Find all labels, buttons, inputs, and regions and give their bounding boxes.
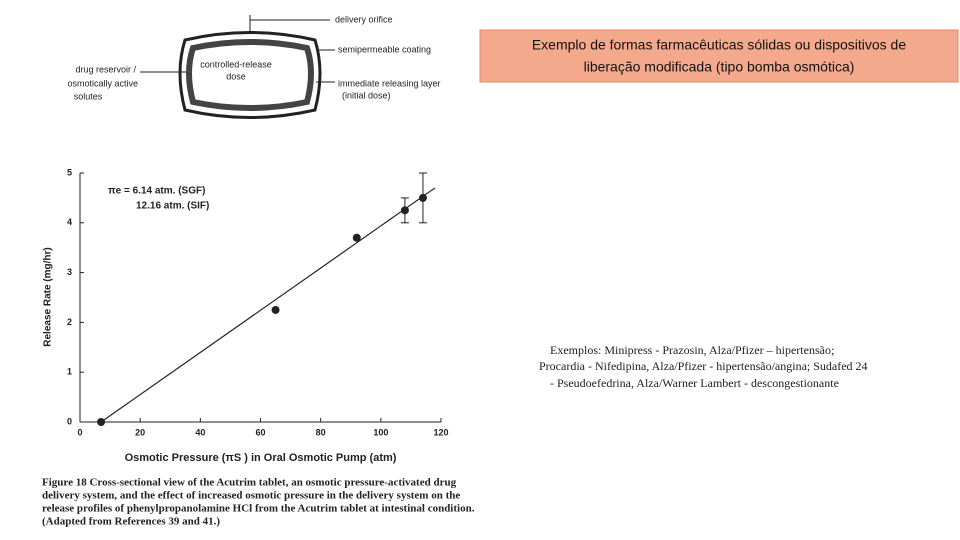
data-point	[97, 418, 106, 426]
examples-line: - Pseudoefedrina, Alza/Warner Lambert - …	[550, 376, 839, 390]
y-tick-label: 1	[67, 367, 72, 377]
x-tick-label: 40	[195, 427, 205, 437]
examples-line: Exemplos: Minipress - Prazosin, Alza/Pfi…	[550, 343, 834, 357]
x-tick-label: 0	[77, 427, 82, 437]
diagram-label: immediate releasing layer	[338, 78, 441, 88]
caption-line: (Adapted from References 39 and 41.)	[42, 516, 220, 528]
diagram-label: osmotically active	[67, 78, 138, 88]
data-point	[271, 305, 280, 314]
data-point	[352, 233, 361, 242]
diagram-label: dose	[226, 71, 246, 81]
y-tick-label: 5	[67, 167, 72, 177]
title-line: Exemplo de formas farmacêuticas sólidas …	[532, 37, 907, 53]
y-tick-label: 0	[67, 416, 72, 426]
x-tick-label: 80	[316, 427, 326, 437]
y-axis-label: Release Rate (mg/hr)	[43, 247, 54, 346]
diagram-label: (initial dose)	[342, 90, 391, 100]
diagram-label: semipermeable coating	[338, 44, 431, 54]
x-tick-label: 120	[433, 427, 448, 437]
fit-line	[100, 187, 436, 423]
caption-line: Figure 18 Cross-sectional view of the Ac…	[42, 477, 457, 489]
annotation: 12.16 atm. (SIF)	[136, 201, 209, 212]
chart: 0 20 40 60 80 100 120 0 1 2 3 4 5 Osmotic Pressure (π…	[43, 167, 449, 464]
caption-line: release profiles of phenylpropanolamine …	[42, 503, 475, 515]
x-tick-label: 60	[255, 427, 265, 437]
diagram-label: solutes	[74, 91, 103, 101]
diagram-label: drug reservoir /	[75, 64, 136, 74]
diagram-label: delivery orifice	[335, 14, 393, 24]
x-tick-label: 100	[373, 427, 388, 437]
x-tick-label: 20	[135, 427, 145, 437]
data-point	[418, 193, 427, 202]
title-box	[479, 29, 959, 83]
title-line: liberação modificada (tipo bomba osmótic…	[584, 59, 855, 75]
diagram-label: controlled-release	[200, 59, 272, 69]
caption-line: delivery system, and the effect of incre…	[42, 490, 460, 502]
y-tick-label: 2	[67, 317, 72, 327]
x-axis-label: Osmotic Pressure (πS ) in Oral Osmotic P…	[125, 452, 397, 464]
annotation: πe = 6.14 atm. (SGF)	[108, 186, 205, 197]
examples-line: Procardia - Nifedipina, Alza/Pfizer - hi…	[539, 359, 868, 373]
y-tick-label: 4	[67, 217, 72, 227]
tablet-diagram	[140, 15, 335, 119]
data-point	[400, 206, 409, 215]
y-tick-label: 3	[67, 267, 72, 277]
